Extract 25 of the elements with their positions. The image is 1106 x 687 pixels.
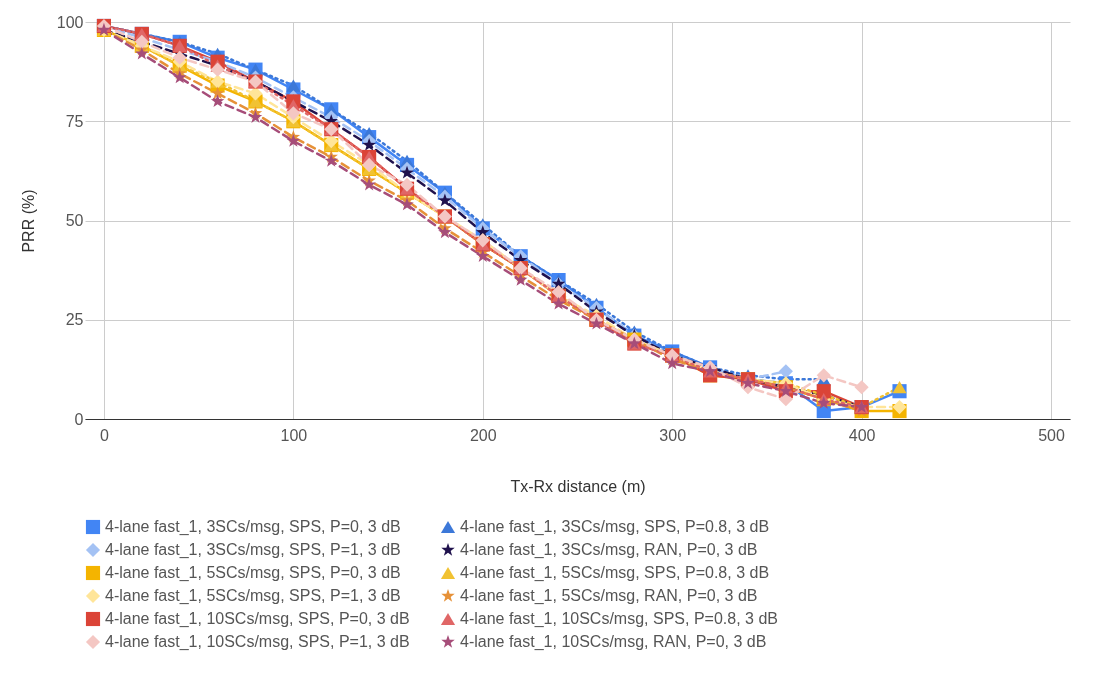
legend-label: 4-lane fast_1, 5SCs/msg, SPS, P=1, 3 dB <box>105 587 401 605</box>
x-tick-label: 300 <box>659 426 687 444</box>
legend-label: 4-lane fast_1, 3SCs/msg, SPS, P=0, 3 dB <box>105 518 401 536</box>
y-tick-label: 50 <box>65 212 84 229</box>
legend-label: 4-lane fast_1, 5SCs/msg, RAN, P=0, 3 dB <box>460 587 758 605</box>
x-tick-label: 200 <box>469 426 497 444</box>
legend-label: 4-lane fast_1, 3SCs/msg, RAN, P=0, 3 dB <box>460 541 758 559</box>
legend-label: 4-lane fast_1, 3SCs/msg, SPS, P=1, 3 dB <box>105 541 401 559</box>
y-tick-label: 100 <box>56 13 84 31</box>
x-tick-label: 0 <box>99 426 109 444</box>
legend-label: 4-lane fast_1, 10SCs/msg, SPS, P=0, 3 dB <box>105 610 410 628</box>
y-axis-title: PRR (%) <box>19 189 37 253</box>
legend-label: 4-lane fast_1, 10SCs/msg, SPS, P=1, 3 dB <box>105 633 410 651</box>
x-tick-label: 100 <box>280 426 308 444</box>
y-tick-label: 25 <box>65 311 84 329</box>
y-tick-label: 75 <box>65 112 84 130</box>
x-tick-label: 500 <box>1038 426 1065 444</box>
x-axis-title: Tx-Rx distance (m) <box>510 477 646 495</box>
y-tick-label: 0 <box>74 410 84 428</box>
legend-label: 4-lane fast_1, 3SCs/msg, SPS, P=0.8, 3 dB <box>460 518 770 536</box>
legend-label: 4-lane fast_1, 5SCs/msg, SPS, P=0, 3 dB <box>105 564 401 582</box>
legend-label: 4-lane fast_1, 10SCs/msg, SPS, P=0.8, 3 dB <box>460 610 778 628</box>
x-tick-label: 400 <box>848 426 876 444</box>
legend-label: 4-lane fast_1, 5SCs/msg, SPS, P=0.8, 3 dB <box>460 564 770 582</box>
legend-label: 4-lane fast_1, 10SCs/msg, RAN, P=0, 3 dB <box>460 633 767 651</box>
